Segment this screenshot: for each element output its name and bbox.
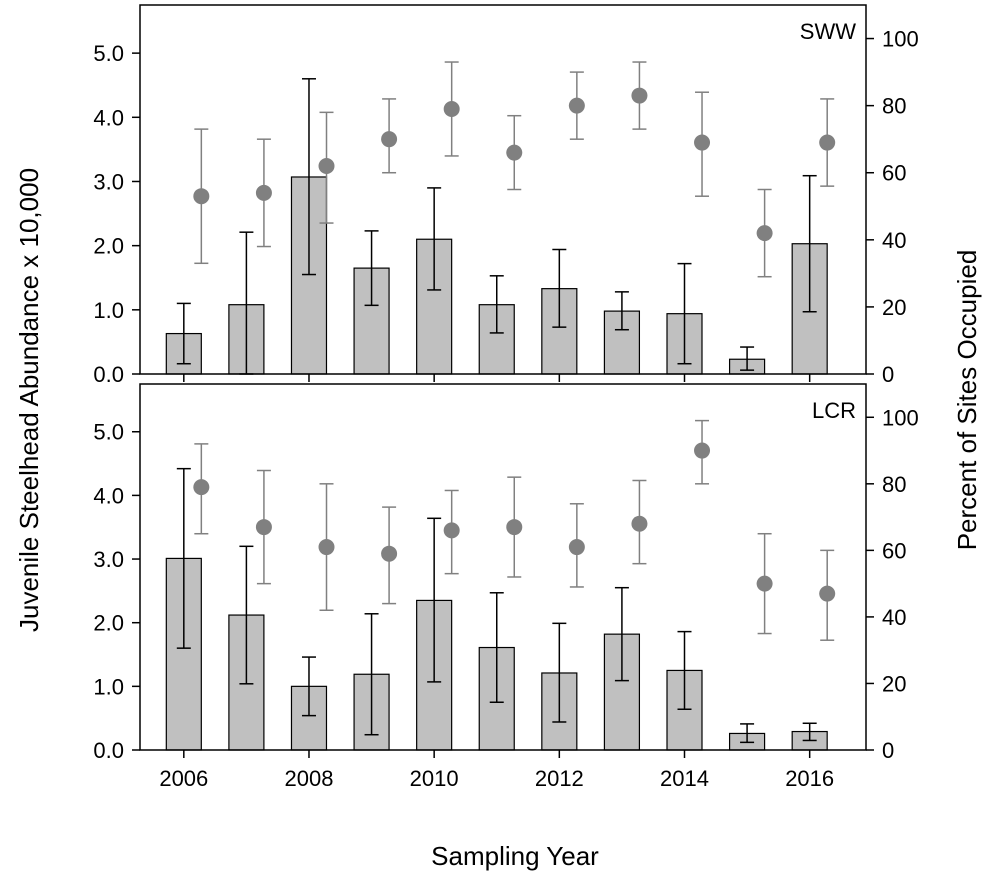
lcr-bar-2008	[290, 685, 328, 751]
sww-ytick-left-label: 0.0	[93, 362, 124, 387]
sww-ytick-left-label: 1.0	[93, 298, 124, 323]
lcr-xtick-label: 2010	[410, 766, 459, 791]
sww-ytick-right-label: 20	[882, 295, 906, 320]
lcr-point-2011	[506, 519, 523, 536]
lcr-xtick-label: 2014	[660, 766, 709, 791]
sww-bar-error-2013	[614, 291, 629, 331]
lcr-ytick-right-label: 40	[882, 605, 906, 630]
sww-plot-frame	[139, 4, 867, 375]
lcr-xtick-label: 2006	[159, 766, 208, 791]
lcr-xtick-label: 2016	[785, 766, 834, 791]
lcr-point-2009	[381, 545, 398, 562]
lcr-ytick-right-label: 100	[882, 405, 919, 430]
lcr-point-2007	[255, 519, 272, 536]
lcr-bar-error-2006	[176, 467, 191, 649]
sww-bar-error-2016	[802, 174, 817, 313]
sww-ytick-left-label: 2.0	[93, 234, 124, 259]
lcr-bar-error-2007	[239, 545, 254, 685]
lcr-point-2015	[756, 575, 773, 592]
panels: 0.0 1.0 2.0 3.0 4.0 5.0 0 20 40 60 80 100 SWW 0.0 1.0 2…	[93, 4, 919, 791]
sww-point-2012	[568, 97, 585, 114]
lcr-ytick-left-label: 1.0	[93, 674, 124, 699]
sww-point-2016	[819, 134, 836, 151]
sww-bar-error-2009	[364, 230, 379, 307]
sww-panel-label: SWW	[800, 19, 856, 44]
lcr-ytick-right-label: 80	[882, 472, 906, 497]
y-axis-title-right: Percent of Sites Occupied	[952, 250, 982, 551]
lcr-bar-error-2016	[802, 722, 817, 742]
x-axis-title: Sampling Year	[431, 841, 599, 871]
lcr-ytick-right-label: 60	[882, 538, 906, 563]
sww-point-2010	[443, 100, 460, 117]
sww-ytick-left-label: 3.0	[93, 169, 124, 194]
sww-ytick-right-label: 0	[882, 362, 894, 387]
lcr-point-2013	[631, 515, 648, 532]
lcr-bar-error-2013	[614, 586, 629, 682]
lcr-ytick-right-label: 0	[882, 738, 894, 763]
lcr-point-2006	[193, 479, 210, 496]
lcr-point-2012	[568, 539, 585, 556]
sww-bar-error-2006	[176, 302, 191, 365]
sww-point-2011	[506, 144, 523, 161]
sww-ytick-right-label: 100	[882, 27, 919, 52]
lcr-bar-error-2014	[677, 630, 692, 711]
lcr-ytick-left-label: 0.0	[93, 738, 124, 763]
lcr-ytick-left-label: 3.0	[93, 547, 124, 572]
sww-ytick-left-label: 5.0	[93, 41, 124, 66]
y-axis-title-left: Juvenile Steelhead Abundance x 10,000	[14, 168, 44, 632]
sww-point-2008	[318, 158, 335, 175]
lcr-panel-label: LCR	[812, 398, 856, 423]
lcr-point-2010	[443, 522, 460, 539]
sww-ytick-left-label: 4.0	[93, 105, 124, 130]
lcr-ytick-left-label: 4.0	[93, 483, 124, 508]
lcr-bar-error-2010	[427, 517, 442, 683]
sww-point-2015	[756, 225, 773, 242]
lcr-bar-error-2012	[552, 622, 567, 723]
lcr-point-2008	[318, 539, 335, 556]
sww-bar-error-2015	[740, 346, 755, 371]
sww-ytick-right-label: 60	[882, 161, 906, 186]
sww-point-2006	[193, 188, 210, 205]
sww-ytick-right-label: 40	[882, 228, 906, 253]
lcr-ytick-left-label: 2.0	[93, 611, 124, 636]
lcr-ytick-left-label: 5.0	[93, 420, 124, 445]
sww-bar-error-2008	[301, 78, 316, 276]
lcr-bar-error-2015	[740, 723, 755, 744]
lcr-xtick-label: 2012	[535, 766, 584, 791]
sww-point-2013	[631, 87, 648, 104]
lcr-point-2014	[694, 442, 711, 459]
sww-bar-error-2011	[489, 275, 504, 334]
sww-bar-error-2012	[552, 248, 567, 328]
lcr-xtick-label: 2008	[285, 766, 334, 791]
sww-ytick-right-label: 80	[882, 94, 906, 119]
lcr-ytick-right-label: 20	[882, 671, 906, 696]
sww-point-2009	[381, 131, 398, 148]
sww-bar-error-2014	[677, 262, 692, 365]
panel-lcr: 0.0 1.0 2.0 3.0 4.0 5.0 0 20 40 60 80 100 2006 2008 20…	[93, 383, 919, 791]
lcr-bar-error-2009	[364, 613, 379, 736]
sww-point-2014	[694, 134, 711, 151]
lcr-bar-error-2008	[301, 656, 316, 717]
panel-sww: 0.0 1.0 2.0 3.0 4.0 5.0 0 20 40 60 80 100 SWW	[93, 4, 919, 387]
sww-bar-error-2010	[427, 187, 442, 291]
lcr-bar-error-2011	[489, 592, 504, 704]
lcr-plot-frame	[139, 383, 867, 751]
lcr-point-2016	[819, 585, 836, 602]
sww-point-2007	[255, 184, 272, 201]
